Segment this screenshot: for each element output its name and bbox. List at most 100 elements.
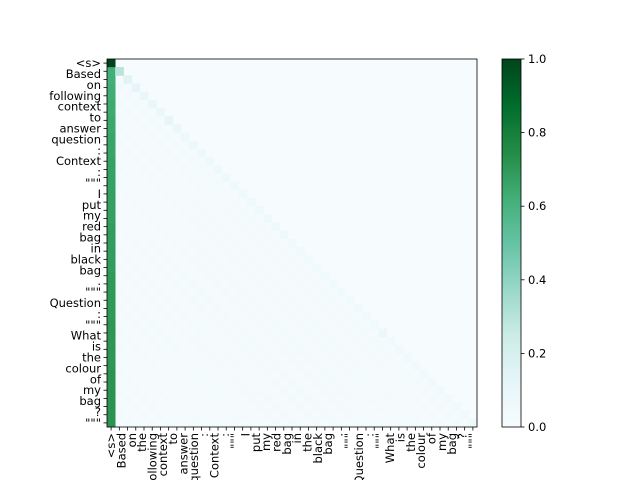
heatmap-cell: [181, 173, 190, 182]
heatmap-cell: [131, 386, 141, 395]
heatmap-cell: [271, 394, 280, 403]
heatmap-cell: [181, 402, 190, 411]
heatmap-cell: [148, 304, 157, 313]
heatmap-cell: [172, 304, 182, 313]
y-axis-ticks: <s>Basedonfollowingcontexttoanswerquesti…: [49, 56, 107, 430]
heatmap-cell-first-column: [107, 328, 116, 338]
heatmap-cell: [197, 369, 206, 379]
heatmap-cell: [205, 255, 215, 264]
heatmap-cell: [123, 353, 132, 362]
heatmap-cell: [205, 337, 215, 346]
heatmap-cell: [205, 369, 215, 379]
heatmap-cell: [279, 394, 289, 403]
heatmap-cell-diagonal: [378, 328, 387, 338]
heatmap-cell: [172, 165, 182, 174]
heatmap-cell: [164, 124, 174, 133]
heatmap-cell-first-column: [107, 132, 116, 142]
heatmap-cell: [115, 75, 124, 84]
heatmap-cell: [238, 402, 248, 411]
heatmap-cell: [370, 377, 379, 387]
heatmap-cell: [320, 394, 330, 403]
heatmap-cells: [107, 59, 478, 428]
heatmap-cell: [222, 418, 231, 428]
heatmap-cell: [139, 353, 149, 362]
heatmap-cell: [213, 402, 223, 411]
heatmap-cell: [287, 312, 297, 321]
heatmap-cell: [156, 124, 165, 133]
heatmap-cell: [213, 296, 223, 305]
heatmap-cell: [139, 263, 149, 272]
heatmap-cell: [304, 287, 313, 297]
heatmap-cell: [304, 394, 313, 403]
heatmap-cell: [296, 320, 305, 330]
heatmap-cell-diagonal: [361, 312, 371, 321]
heatmap-cell: [255, 279, 264, 289]
heatmap-cell-diagonal: [123, 75, 132, 84]
heatmap-cell: [246, 247, 256, 256]
heatmap-cell: [361, 394, 371, 403]
heatmap-cell: [230, 328, 239, 338]
heatmap-cell-diagonal: [255, 206, 264, 215]
heatmap-cell: [337, 402, 346, 411]
heatmap-cell: [197, 247, 206, 256]
heatmap-cell-first-column: [107, 59, 116, 68]
heatmap-cell: [296, 345, 305, 354]
heatmap-cell: [337, 410, 346, 420]
heatmap-cell: [287, 304, 297, 313]
heatmap-cell: [230, 271, 239, 281]
heatmap-cell: [304, 345, 313, 354]
heatmap-cell: [263, 386, 272, 395]
heatmap-cell: [156, 418, 165, 428]
heatmap-cell: [205, 345, 215, 354]
heatmap-cell: [255, 402, 264, 411]
heatmap-cell: [246, 386, 256, 395]
heatmap-cell: [181, 312, 190, 321]
heatmap-cell: [279, 279, 289, 289]
heatmap-cell: [279, 369, 289, 379]
heatmap-cell-diagonal: [386, 337, 396, 346]
heatmap-cell-diagonal: [287, 238, 297, 248]
heatmap-cell: [172, 296, 182, 305]
heatmap-cell: [403, 410, 412, 420]
heatmap-cell-diagonal: [181, 132, 190, 142]
heatmap-cell: [312, 320, 322, 330]
heatmap-cell: [263, 337, 272, 346]
heatmap-cell: [123, 369, 132, 379]
heatmap-cell: [115, 148, 124, 158]
heatmap-cell: [337, 353, 346, 362]
heatmap-cell: [246, 337, 256, 346]
heatmap-cell: [222, 287, 231, 297]
heatmap-cell: [263, 328, 272, 338]
heatmap-cell: [115, 263, 124, 272]
colorbar: [501, 58, 522, 428]
heatmap-cell: [230, 345, 239, 354]
y-tick-label: of: [90, 372, 102, 386]
heatmap-cell: [172, 238, 182, 248]
heatmap-cell: [131, 124, 141, 133]
heatmap-cell: [139, 173, 149, 182]
x-tick-label: bag: [321, 433, 335, 455]
heatmap-cell: [148, 410, 157, 420]
heatmap-cell: [304, 296, 313, 305]
heatmap-cell: [131, 320, 141, 330]
heatmap-cell: [139, 271, 149, 281]
heatmap-cell: [230, 369, 239, 379]
heatmap-cell: [329, 328, 338, 338]
heatmap-cell: [320, 328, 330, 338]
heatmap-cell: [197, 345, 206, 354]
heatmap-cell: [197, 189, 206, 199]
heatmap-cell: [238, 247, 248, 256]
heatmap-cell: [238, 353, 248, 362]
heatmap-cell: [271, 418, 280, 428]
y-tick-label: in: [91, 241, 101, 255]
heatmap-cell: [205, 247, 215, 256]
heatmap-cell: [345, 369, 354, 379]
heatmap-cell: [197, 320, 206, 330]
heatmap-cell: [131, 255, 141, 264]
heatmap-cell: [115, 287, 124, 297]
x-tick-label: Context: [207, 433, 221, 479]
heatmap-cell: [419, 410, 428, 420]
heatmap-cell: [263, 304, 272, 313]
heatmap-cell: [279, 238, 289, 248]
heatmap-cell: [329, 386, 338, 395]
